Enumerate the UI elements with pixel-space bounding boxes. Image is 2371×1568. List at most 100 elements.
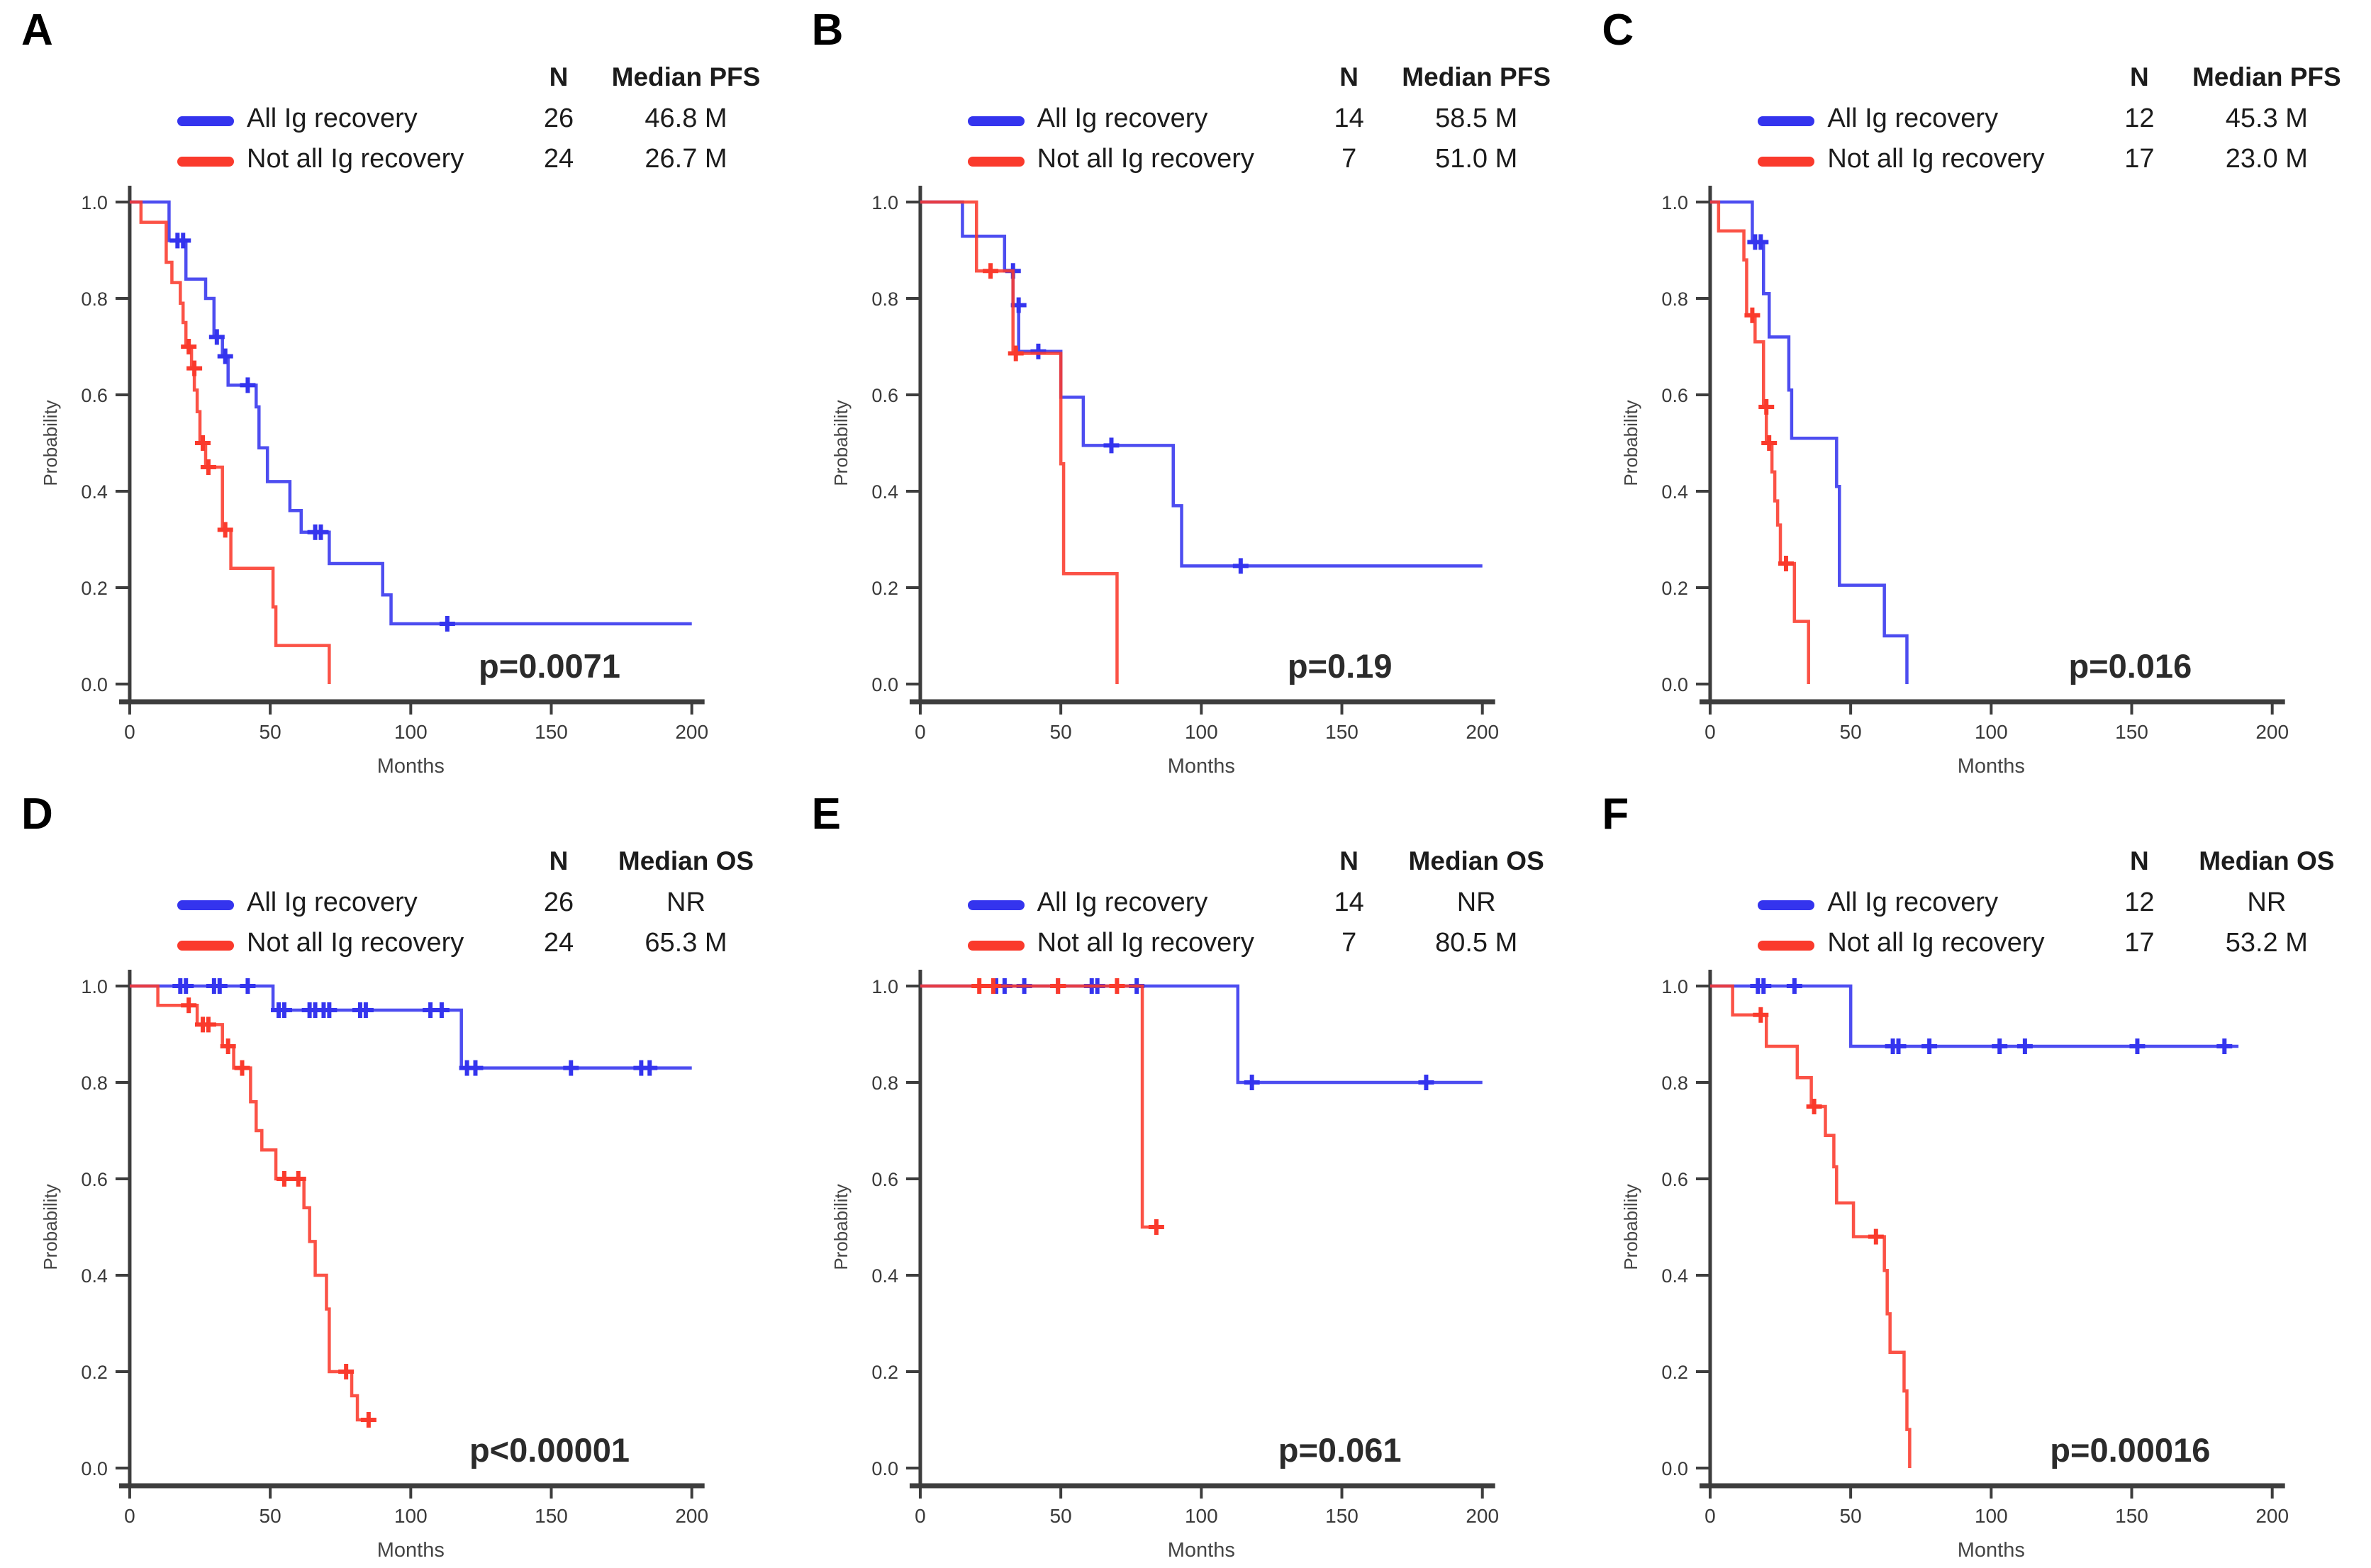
svg-text:1.0: 1.0 (1662, 192, 1689, 213)
svg-text:0.0: 0.0 (871, 1458, 898, 1479)
legend-series-name: All Ig recovery (1827, 103, 1999, 133)
svg-text:0.6: 0.6 (1662, 385, 1689, 406)
legend-row-not-all-ig: Not all Ig recovery 24 26.7 M (0, 144, 791, 179)
svg-text:100: 100 (1185, 721, 1218, 743)
svg-text:0: 0 (1705, 721, 1716, 743)
p-value-label: p=0.0071 (479, 647, 620, 685)
svg-text:Months: Months (1167, 1539, 1234, 1562)
svg-text:1.0: 1.0 (871, 192, 898, 213)
legend-series-name: Not all Ig recovery (1037, 928, 1254, 958)
svg-text:100: 100 (394, 721, 428, 743)
legend-series-n: 17 (2124, 144, 2155, 174)
svg-text:200: 200 (2256, 1505, 2289, 1527)
panel-b: 0.0 0.2 0.4 0.6 0.8 1.0 0 50 100 150 200 Months Prob… (791, 0, 1581, 784)
svg-text:0.0: 0.0 (81, 674, 108, 695)
legend-header-n: N (1339, 846, 1359, 875)
svg-text:150: 150 (1325, 1505, 1359, 1527)
svg-text:0.0: 0.0 (81, 1458, 108, 1479)
svg-text:0.4: 0.4 (81, 1265, 108, 1287)
svg-text:Months: Months (377, 1539, 445, 1562)
km-plot-a: 0.0 0.2 0.4 0.6 0.8 1.0 0 50 100 150 200 Months Prob… (40, 186, 708, 778)
km-plot-e: 0.0 0.2 0.4 0.6 0.8 1.0 0 50 100 150 200 Months Prob… (830, 970, 1499, 1562)
legend-header-n: N (549, 846, 569, 875)
legend-row-all-ig: All Ig recovery 14 NR (791, 887, 1581, 923)
svg-text:Probability: Probability (830, 1184, 852, 1270)
svg-text:50: 50 (1049, 721, 1071, 743)
svg-text:0.6: 0.6 (81, 385, 108, 406)
svg-text:0.2: 0.2 (81, 1362, 108, 1383)
red-line-swatch-icon (177, 941, 234, 951)
legend-a: N Median PFS All Ig recovery 26 46.8 M N… (0, 0, 791, 184)
legend-series-n: 26 (543, 887, 574, 917)
svg-text:Months: Months (1958, 755, 2025, 778)
svg-text:150: 150 (535, 1505, 568, 1527)
legend-e: N Median OS All Ig recovery 14 NR Not al… (791, 784, 1581, 968)
legend-series-n: 12 (2124, 103, 2155, 133)
svg-text:50: 50 (1840, 1505, 1862, 1527)
legend-series-n: 7 (1341, 928, 1357, 958)
panel-letter-b: B (811, 6, 844, 55)
panel-letter-a: A (21, 6, 53, 55)
svg-text:1.0: 1.0 (871, 976, 898, 997)
blue-line-swatch-icon (177, 900, 234, 910)
legend-series-median: 45.3 M (2225, 103, 2308, 133)
legend-header-median: Median PFS (1402, 62, 1551, 91)
legend-row-all-ig: All Ig recovery 12 45.3 M (1580, 103, 2371, 139)
svg-text:200: 200 (675, 721, 708, 743)
legend-row-all-ig: All Ig recovery 26 NR (0, 887, 791, 923)
legend-series-median: 23.0 M (2225, 144, 2308, 174)
p-value-label: p=0.061 (1278, 1431, 1402, 1469)
svg-text:1.0: 1.0 (1662, 976, 1689, 997)
red-line-swatch-icon (177, 157, 234, 167)
legend-header-n: N (2129, 62, 2149, 91)
legend-header-median: Median OS (2199, 846, 2335, 875)
legend-series-median: 65.3 M (645, 928, 727, 958)
legend-series-name: Not all Ig recovery (1037, 144, 1254, 174)
legend-row-not-all-ig: Not all Ig recovery 24 65.3 M (0, 928, 791, 963)
p-value-label: p=0.016 (2068, 647, 2192, 685)
legend-row-all-ig: All Ig recovery 26 46.8 M (0, 103, 791, 139)
p-value-label: p=0.00016 (2050, 1431, 2211, 1469)
legend-series-median: 58.5 M (1435, 103, 1518, 133)
legend-row-not-all-ig: Not all Ig recovery 17 23.0 M (1580, 144, 2371, 179)
legend-row-not-all-ig: Not all Ig recovery 7 80.5 M (791, 928, 1581, 963)
svg-text:0.8: 0.8 (1662, 1073, 1689, 1094)
legend-series-name: All Ig recovery (247, 887, 418, 917)
panel-a: 0.0 0.2 0.4 0.6 0.8 1.0 0 50 100 150 200 Months Prob… (0, 0, 791, 784)
legend-row-not-all-ig: Not all Ig recovery 7 51.0 M (791, 144, 1581, 179)
svg-text:0.2: 0.2 (1662, 1362, 1689, 1383)
km-plot-f: 0.0 0.2 0.4 0.6 0.8 1.0 0 50 100 150 200 Months Prob… (1620, 970, 2289, 1562)
svg-text:100: 100 (394, 1505, 428, 1527)
legend-series-name: Not all Ig recovery (247, 928, 464, 958)
km-plot-d: 0.0 0.2 0.4 0.6 0.8 1.0 0 50 100 150 200 Months Prob… (40, 970, 708, 1562)
legend-series-name: All Ig recovery (1037, 103, 1208, 133)
svg-text:0.6: 0.6 (1662, 1169, 1689, 1190)
red-line-swatch-icon (967, 157, 1025, 167)
legend-series-name: All Ig recovery (1037, 887, 1208, 917)
blue-line-swatch-icon (967, 116, 1025, 126)
legend-header-n: N (1339, 62, 1359, 91)
svg-text:50: 50 (260, 721, 281, 743)
legend-series-name: Not all Ig recovery (247, 144, 464, 174)
svg-text:150: 150 (1325, 721, 1359, 743)
svg-text:0.8: 0.8 (871, 1073, 898, 1094)
svg-text:Probability: Probability (1620, 1184, 1641, 1270)
svg-text:0.4: 0.4 (81, 481, 108, 503)
svg-text:0: 0 (915, 721, 926, 743)
legend-series-n: 24 (543, 928, 574, 958)
svg-text:0.0: 0.0 (1662, 674, 1689, 695)
svg-text:0.2: 0.2 (81, 578, 108, 599)
svg-text:Probability: Probability (40, 1184, 61, 1270)
legend-header-median: Median OS (1408, 846, 1544, 875)
panel-d: 0.0 0.2 0.4 0.6 0.8 1.0 0 50 100 150 200 Months Prob… (0, 784, 791, 1568)
legend-series-name: Not all Ig recovery (1827, 144, 2045, 174)
legend-header-median: Median PFS (611, 62, 761, 91)
legend-series-name: Not all Ig recovery (1827, 928, 2045, 958)
legend-header-median: Median OS (618, 846, 754, 875)
blue-line-swatch-icon (177, 116, 234, 126)
svg-text:0.6: 0.6 (871, 385, 898, 406)
legend-series-name: All Ig recovery (247, 103, 418, 133)
legend-series-n: 26 (543, 103, 574, 133)
legend-row-not-all-ig: Not all Ig recovery 17 53.2 M (1580, 928, 2371, 963)
blue-line-swatch-icon (1758, 900, 1815, 910)
